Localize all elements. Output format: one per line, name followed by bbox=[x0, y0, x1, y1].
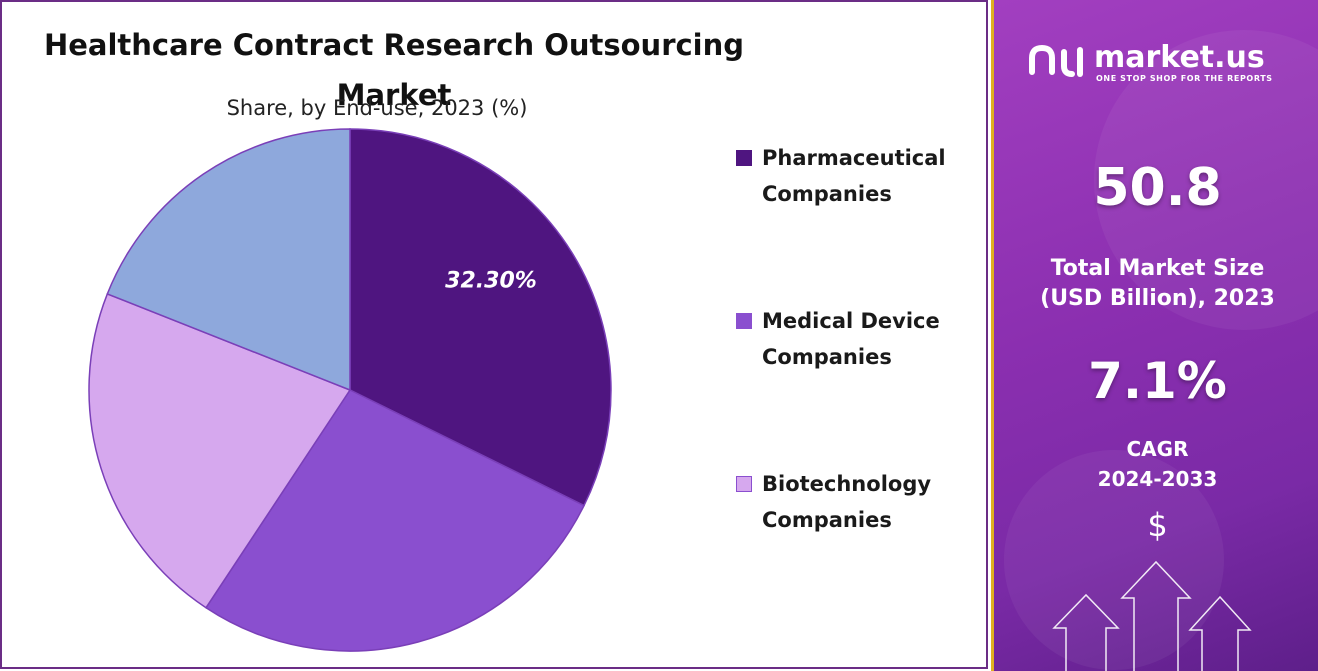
summary-sidebar: market.us ONE STOP SHOP FOR THE REPORTS … bbox=[991, 0, 1318, 671]
pie-slice-biotechnology-companies bbox=[88, 292, 352, 609]
legend-swatch-medical-device bbox=[736, 313, 752, 329]
data-label-pharmaceutical-companies: 32.30% bbox=[445, 268, 537, 293]
chart-title: Healthcare Contract Research Outsourcing… bbox=[43, 28, 745, 112]
pie-slice-medical-device-companies bbox=[204, 389, 586, 652]
background-decoration bbox=[1004, 30, 1318, 671]
pie-slice-slice-3 bbox=[106, 128, 351, 392]
cagr-label: CAGR 2024-2033 bbox=[1097, 437, 1218, 491]
brand-name: market.us bbox=[1094, 40, 1265, 75]
legend-label-medical-device: Medical Device Companies bbox=[762, 309, 940, 369]
market-size-label: Total Market Size (USD Billion), 2023 bbox=[1040, 256, 1275, 311]
chart-panel: Healthcare Contract Research Outsourcing… bbox=[0, 0, 988, 669]
chart-subtitle: Share, by End-use, 2023 (%) bbox=[226, 96, 528, 120]
market-size-value: 50.8 bbox=[1093, 158, 1222, 218]
pie-slice-pharmaceutical-companies bbox=[349, 128, 612, 507]
legend-label-biotechnology: Biotechnology Companies bbox=[762, 472, 932, 532]
legend-label-pharmaceutical: Pharmaceutical Companies bbox=[762, 146, 946, 206]
cagr-value: 7.1% bbox=[1088, 352, 1227, 410]
legend-swatch-pharmaceutical bbox=[736, 150, 752, 166]
brand-logo: market.us ONE STOP SHOP FOR THE REPORTS bbox=[1022, 38, 1302, 88]
brand-tagline: ONE STOP SHOP FOR THE REPORTS bbox=[1096, 74, 1273, 83]
growth-arrows-icon bbox=[1052, 560, 1252, 671]
market-us-logo-icon bbox=[1029, 44, 1083, 77]
pie-chart: 32.30% bbox=[88, 128, 612, 652]
legend-swatch-biotechnology bbox=[736, 476, 752, 492]
dollar-icon: $ bbox=[1147, 506, 1168, 544]
